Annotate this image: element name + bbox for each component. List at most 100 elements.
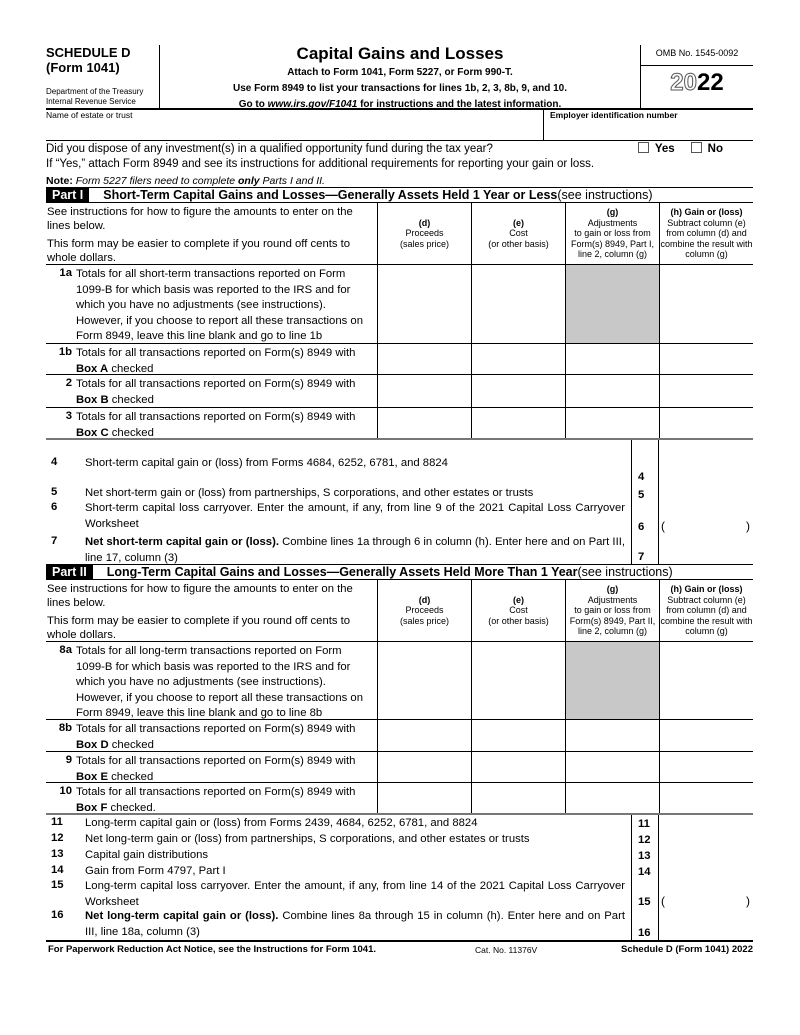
amount-cell-h[interactable] [659,265,753,343]
line-text-bold: Box B [76,393,109,406]
summary-line: 6 Short-term capital loss carryover. Ente… [46,500,753,534]
line-text-bold: Box E [76,770,109,783]
amount-cell-g[interactable] [565,720,659,751]
line-box-number: 11 [631,815,659,831]
table-row: 1b Totals for all transactions reported o… [46,344,753,375]
amount-cell-e[interactable] [471,265,565,343]
amount-cell-h[interactable] [659,642,753,719]
column-text: Cost (or other basis) [488,228,549,249]
line-box-number: 12 [631,831,659,847]
yes-label: Yes [654,143,675,155]
amount-cell-e[interactable] [471,720,565,751]
name-field[interactable]: Name of estate or trust [46,109,544,140]
line-text: Net long-term gain or (loss) from partne… [85,833,530,845]
amount-cell-d[interactable] [377,344,471,374]
amount-cell-d[interactable] [377,375,471,407]
line-amount-field[interactable] [659,831,753,847]
line-text: Short-term capital gain or (loss) from F… [85,457,448,469]
line-number: 14 [51,864,64,876]
amount-cell-d[interactable] [377,408,471,438]
line-text: Totals for all short-term transactions r… [76,268,363,342]
table-row: 8b Totals for all transactions reported o… [46,720,753,752]
line-amount-field[interactable]: () [659,500,753,534]
table-row: 9 Totals for all transactions reported on… [46,752,753,783]
line-box-number: 16 [631,909,659,940]
yes-option[interactable]: Yes [637,142,675,157]
line-amount-field[interactable] [659,863,753,879]
amount-cell-h[interactable] [659,375,753,407]
line-amount-field[interactable] [659,815,753,831]
qof-followup: If “Yes,” attach Form 8949 and see its i… [46,158,595,170]
column-letter: (e) [513,217,524,228]
instructions-intro: See instructions for how to figure the a… [47,206,375,265]
column-text: Subtract column (e) from column (d) and … [660,594,753,637]
amount-cell-d[interactable] [377,265,471,343]
part-tag: Part II [46,565,93,579]
line-box-number: 4 [631,440,659,484]
line-amount-field[interactable] [659,534,753,564]
summary-line: 7 Net short-term capital gain or (loss). … [46,534,753,564]
column-header: (h) Gain or (loss) Subtract column (e) fr… [659,203,753,264]
line-amount-field[interactable]: () [659,879,753,909]
amount-cell-h[interactable] [659,344,753,374]
paren-close: ) [746,519,750,533]
part-tag: Part I [46,188,90,202]
paren-open: ( [661,519,665,533]
ein-label: Employer identification number [550,110,678,120]
amount-cell-d[interactable] [377,783,471,813]
line-text: Totals for all transactions reported on … [76,755,356,767]
amount-cell-g[interactable] [565,783,659,813]
amount-cell-e[interactable] [471,642,565,719]
amount-cell-h[interactable] [659,408,753,438]
amount-cell-g[interactable] [565,344,659,374]
amount-cell-d[interactable] [377,720,471,751]
amount-cell-e[interactable] [471,783,565,813]
table-row: 3 Totals for all transactions reported on… [46,408,753,440]
amount-cell-h[interactable] [659,783,753,813]
amount-cell-e[interactable] [471,408,565,438]
no-label: No [707,143,723,155]
ein-field[interactable]: Employer identification number [550,109,753,140]
part-title-suffix: (see instructions) [577,565,673,579]
line-description: Net long-term capital gain or (loss). Co… [85,909,625,940]
amount-cell-d[interactable] [377,642,471,719]
amount-cell-g [565,642,659,719]
amount-cell-e[interactable] [471,752,565,782]
line-number: 16 [51,909,64,921]
column-letter: (g) [606,207,619,218]
amount-cell-e[interactable] [471,344,565,374]
line-amount-field[interactable] [659,847,753,863]
amount-cell-e[interactable] [471,375,565,407]
irs-link[interactable]: www.irs.gov/F1041 [267,99,358,110]
line-amount-field[interactable] [659,440,753,484]
amount-cell-g[interactable] [565,408,659,438]
line-description: Short-term capital gain or (loss) from F… [85,456,625,472]
table-row: 1a Totals for all short-term transactions… [46,265,753,344]
instructions-intro: See instructions for how to figure the a… [47,583,375,642]
note-text: Form 5227 filers need to complete [72,175,239,187]
amount-cell-g[interactable] [565,752,659,782]
line-box-number: 6 [631,500,659,534]
line-text: Short-term capital loss carryover. Enter… [85,502,625,530]
divider [46,940,753,942]
no-checkbox[interactable] [690,142,702,153]
line-text-bold: Box F [76,801,108,814]
line-text: Long-term capital loss carryover. Enter … [85,880,625,908]
yes-checkbox[interactable] [637,142,649,153]
line-text-tail: checked [108,738,154,751]
table-row: 10 Totals for all transactions reported o… [46,783,753,815]
line-description: Net short-term gain or (loss) from partn… [85,486,625,502]
dot-leader [332,329,343,339]
line-text-tail: checked [108,770,154,783]
line-amount-field[interactable] [659,909,753,940]
amount-cell-g[interactable] [565,375,659,407]
divider [46,140,753,141]
part-title: Long-Term Capital Gains and Losses—Gener… [106,565,578,579]
amount-cell-h[interactable] [659,720,753,751]
dept-label: Department of the Treasury [46,87,144,96]
no-option[interactable]: No [690,142,723,157]
dot-leader [535,832,586,842]
amount-cell-d[interactable] [377,752,471,782]
amount-cell-h[interactable] [659,752,753,782]
line-box-number: 13 [631,847,659,863]
